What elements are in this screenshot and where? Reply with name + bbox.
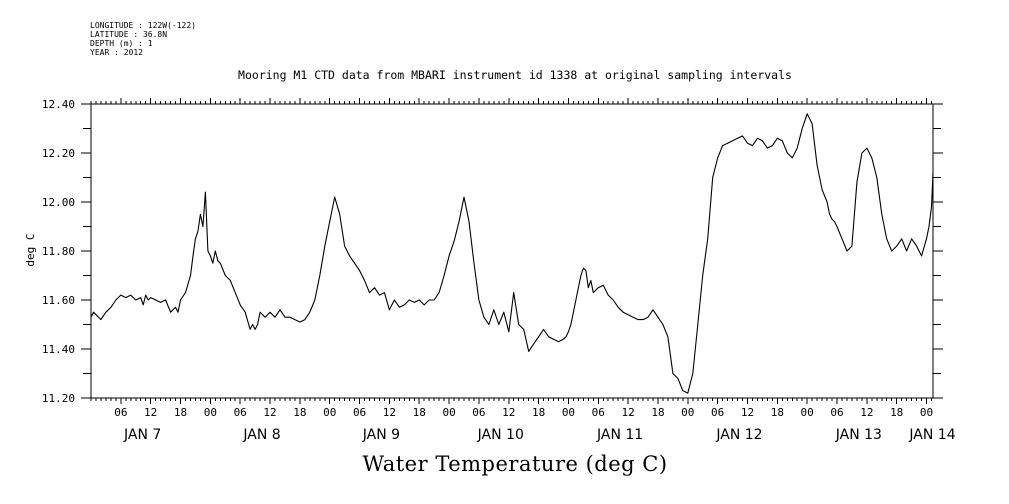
x-hour-tick-label: 06 <box>711 406 724 419</box>
x-hour-tick-label: 18 <box>532 406 545 419</box>
meta-depth: DEPTH (m) : 1 <box>90 39 153 48</box>
y-axis-label: deg C <box>24 233 37 266</box>
x-hour-tick-label: 12 <box>263 406 276 419</box>
x-hour-tick-label: 12 <box>860 406 873 419</box>
x-hour-tick-label: 06 <box>114 406 127 419</box>
x-hour-tick-label: 06 <box>592 406 605 419</box>
x-hour-tick-label: 06 <box>830 406 843 419</box>
x-hour-tick-label: 18 <box>293 406 306 419</box>
x-hour-tick-label: 06 <box>472 406 485 419</box>
x-hour-tick-label: 18 <box>413 406 426 419</box>
metadata-block: LONGITUDE : 122W(-122) LATITUDE : 36.8N … <box>90 21 196 57</box>
x-hour-tick-label: 00 <box>442 406 455 419</box>
x-hour-tick-label: 00 <box>323 406 336 419</box>
x-hour-tick-label: 12 <box>741 406 754 419</box>
y-tick-label: 12.40 <box>42 98 75 111</box>
chart-title: Mooring M1 CTD data from MBARI instrumen… <box>238 68 792 82</box>
x-hour-tick-label: 06 <box>234 406 247 419</box>
x-day-label: JAN 7 <box>123 427 161 443</box>
x-hour-tick-label: 12 <box>144 406 157 419</box>
x-axis-label: Water Temperature (deg C) <box>362 452 668 476</box>
x-hour-tick-label: 00 <box>681 406 694 419</box>
x-day-label: JAN 10 <box>477 427 524 443</box>
meta-year: YEAR : 2012 <box>90 48 143 57</box>
x-hour-tick-label: 12 <box>622 406 635 419</box>
x-hour-tick-label: 18 <box>651 406 664 419</box>
meta-longitude: LONGITUDE : 122W(-122) <box>90 21 196 30</box>
meta-latitude: LATITUDE : 36.8N <box>90 30 168 39</box>
series-line-water-temperature <box>90 113 934 394</box>
x-hour-tick-label: 00 <box>562 406 575 419</box>
y-tick-label: 12.00 <box>42 196 75 209</box>
tick-labels: 06 12 18 00 06 12 18 00 06 12 18 00 06 12 18 00 06 12 18 00… <box>42 98 956 443</box>
x-hour-tick-label: 00 <box>920 406 933 419</box>
x-hour-tick-label: 00 <box>204 406 217 419</box>
x-hour-tick-label: 12 <box>502 406 515 419</box>
y-tick-label: 11.80 <box>42 245 75 258</box>
y-tick-label: 11.20 <box>42 392 75 405</box>
plot-frame <box>90 103 934 399</box>
x-day-label: JAN 8 <box>242 427 280 443</box>
y-tick-label: 11.40 <box>42 343 75 356</box>
x-hour-tick-label: 00 <box>801 406 814 419</box>
y-tick-label: 11.60 <box>42 294 75 307</box>
x-day-label: JAN 14 <box>908 427 955 443</box>
x-day-label: JAN 9 <box>362 427 400 443</box>
axes <box>90 103 934 399</box>
x-hour-tick-label: 06 <box>353 406 366 419</box>
ticks <box>81 98 943 404</box>
x-hour-tick-label: 12 <box>383 406 396 419</box>
y-tick-label: 12.20 <box>42 147 75 160</box>
x-day-label: JAN 12 <box>715 427 762 443</box>
x-day-label: JAN 11 <box>596 427 643 443</box>
series-layer <box>90 113 934 394</box>
x-hour-tick-label: 18 <box>890 406 903 419</box>
x-hour-tick-label: 18 <box>771 406 784 419</box>
x-day-label: JAN 13 <box>835 427 882 443</box>
x-hour-tick-label: 18 <box>174 406 187 419</box>
